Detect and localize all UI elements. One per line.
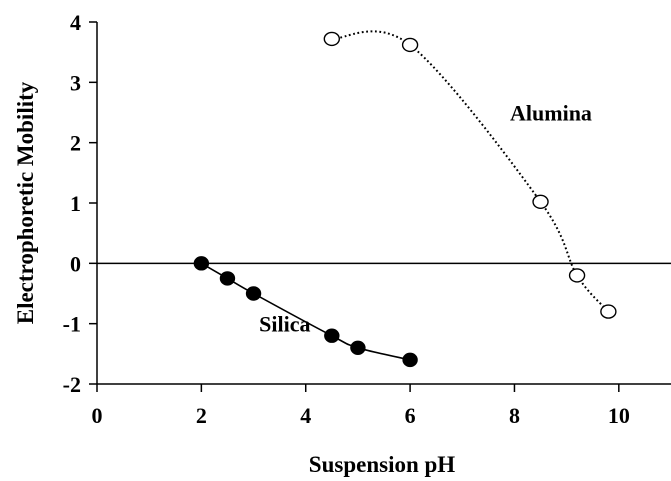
x-tick-label: 4	[300, 403, 311, 428]
y-tick-label: -1	[63, 312, 81, 337]
y-tick-label: 3	[70, 70, 81, 95]
x-ticks: 0 2 4 6 8 10	[92, 384, 630, 428]
y-ticks: -2 -1 0 1 2 3 4	[63, 10, 97, 397]
x-tick-label: 6	[405, 403, 416, 428]
silica-point	[402, 352, 418, 368]
silica-point	[324, 328, 340, 343]
y-tick-label: 4	[70, 10, 81, 35]
x-tick-label: 2	[196, 403, 207, 428]
silica-point	[350, 340, 366, 355]
alumina-point	[401, 37, 419, 53]
alumina-point	[600, 304, 617, 319]
alumina-label: Alumina	[510, 101, 592, 126]
x-axis-title: Suspension pH	[309, 452, 455, 477]
y-tick-label: 0	[70, 251, 81, 276]
series-lines	[200, 30, 610, 361]
alumina-point	[568, 268, 586, 283]
silica-point	[193, 256, 210, 271]
alumina-point	[323, 31, 341, 47]
x-tick-label: 10	[608, 403, 630, 428]
x-tick-label: 8	[509, 403, 520, 428]
series-labels: Silica Alumina	[259, 101, 592, 337]
alumina-point	[532, 194, 549, 209]
silica-label: Silica	[259, 312, 310, 337]
series-points	[193, 31, 617, 368]
plot-area: -2 -1 0 1 2 3 4 0 2 4 6 8 10 Silica Alumina	[63, 10, 671, 428]
silica-point	[245, 286, 262, 301]
y-tick-label: 2	[70, 131, 81, 156]
y-tick-label: -2	[63, 372, 81, 397]
y-tick-label: 1	[70, 191, 81, 216]
silica-point	[219, 271, 236, 286]
x-tick-label: 0	[92, 403, 103, 428]
alumina-curve	[331, 30, 610, 313]
y-axis-title: Electrophoretic Mobility	[13, 81, 38, 324]
